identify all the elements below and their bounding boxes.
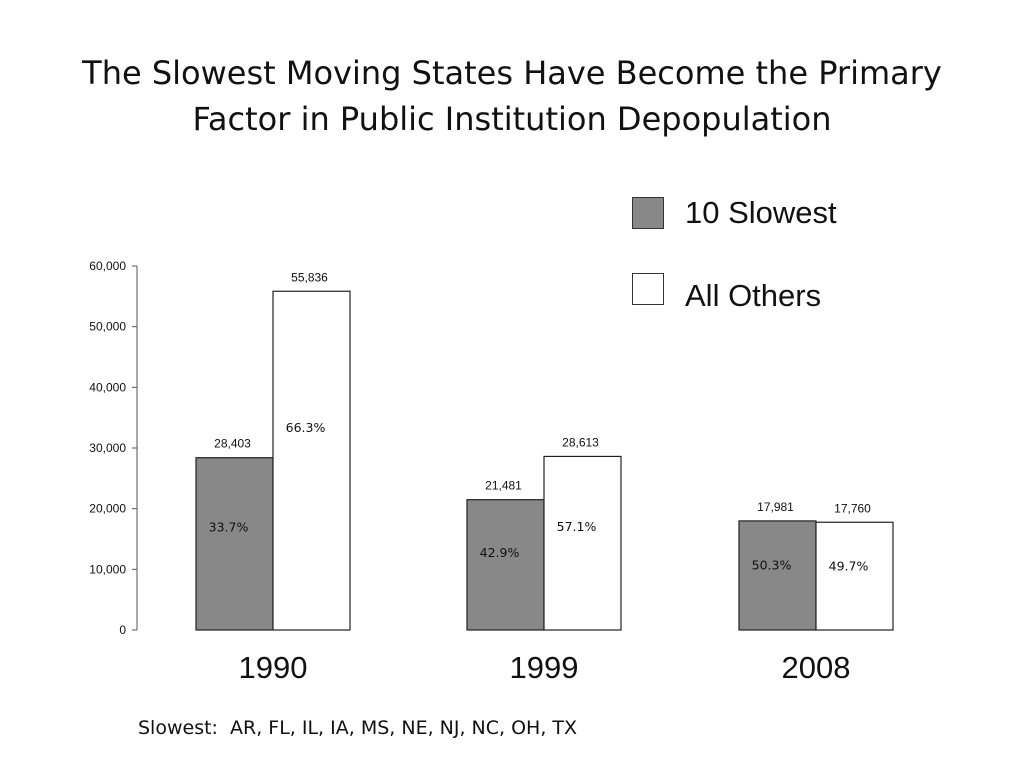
bar bbox=[543, 455, 622, 631]
bar-value-label: 28,403 bbox=[214, 437, 251, 451]
bar-percent-label: 42.9% bbox=[480, 545, 520, 560]
legend-label-all-others: All Others bbox=[685, 278, 822, 313]
y-tick-label: 10,000 bbox=[89, 562, 126, 576]
bar bbox=[272, 290, 351, 631]
bar-value-label: 21,481 bbox=[485, 479, 522, 493]
bar-value-label: 17,760 bbox=[834, 501, 871, 515]
legend-label-10-slowest: 10 Slowest bbox=[685, 195, 837, 230]
x-category-label: 2008 bbox=[782, 650, 851, 685]
footnote-states: AR, FL, IL, IA, MS, NE, NJ, NC, OH, TX bbox=[230, 717, 578, 739]
y-tick-label: 60,000 bbox=[89, 259, 126, 273]
bar-percent-label: 50.3% bbox=[752, 558, 792, 573]
bar-value-label: 28,613 bbox=[562, 435, 599, 449]
legend-swatch-10-slowest bbox=[632, 197, 664, 229]
y-tick-label: 0 bbox=[119, 623, 126, 637]
y-tick-label: 20,000 bbox=[89, 502, 126, 516]
chart-title-line-1: The Slowest Moving States Have Become th… bbox=[82, 54, 942, 92]
x-category-label: 1999 bbox=[510, 650, 579, 685]
legend-swatch-all-others bbox=[632, 273, 664, 305]
bar-value-label: 55,836 bbox=[291, 270, 328, 284]
bar-percent-label: 66.3% bbox=[286, 420, 326, 435]
bar bbox=[195, 457, 274, 631]
y-tick-label: 30,000 bbox=[89, 441, 126, 455]
bar bbox=[466, 499, 545, 631]
bar-percent-label: 57.1% bbox=[557, 519, 597, 534]
chart-title-line-2: Factor in Public Institution Depopulatio… bbox=[192, 100, 832, 138]
y-tick-label: 50,000 bbox=[89, 320, 126, 334]
bar-percent-label: 33.7% bbox=[209, 520, 249, 535]
y-tick-label: 40,000 bbox=[89, 380, 126, 394]
chart-title: The Slowest Moving States Have Become th… bbox=[40, 50, 984, 142]
footnote: Slowest: AR, FL, IL, IA, MS, NE, NJ, NC,… bbox=[138, 717, 583, 739]
footnote-label: Slowest: bbox=[138, 717, 218, 739]
bar bbox=[815, 521, 894, 631]
bar-value-label: 17,981 bbox=[757, 500, 794, 514]
x-category-label: 1990 bbox=[239, 650, 308, 685]
bar-percent-label: 49.7% bbox=[829, 558, 869, 573]
bar bbox=[738, 520, 817, 631]
